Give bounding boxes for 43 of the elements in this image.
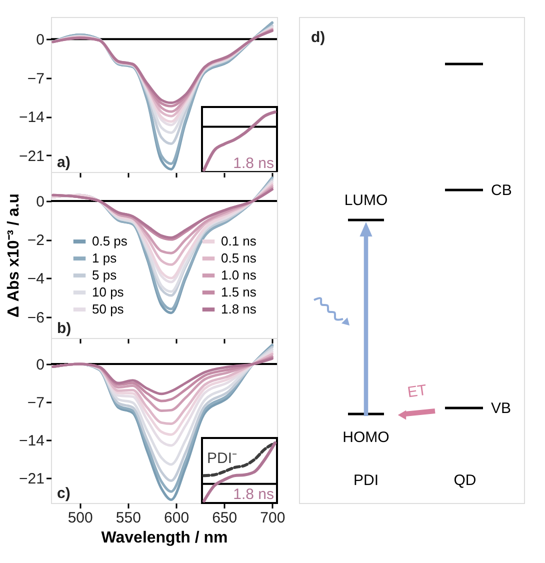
- legend-label: 1 ps: [92, 250, 118, 266]
- x-tick-label: 600: [164, 510, 190, 526]
- y-tick-label: −7: [27, 394, 44, 412]
- annotation: c): [57, 485, 70, 502]
- x-tick-label: 500: [68, 510, 93, 526]
- y-tick-label: −21: [19, 470, 44, 488]
- y-tick-label: 0: [36, 32, 44, 49]
- x-tick-label: 700: [260, 510, 286, 526]
- legend-label: 1.8 ns: [221, 302, 257, 316]
- series-label: 1.8 ns: [233, 486, 274, 503]
- y-tick-label: −4: [27, 270, 44, 288]
- y-tick-label: −14: [19, 109, 44, 126]
- text: QD: [454, 472, 476, 489]
- text: ET: [406, 382, 428, 402]
- y-tick-label: 0: [36, 356, 44, 374]
- legend-label: 0.5 ps: [92, 234, 128, 248]
- x-tick-label: 650: [212, 510, 238, 526]
- text: PDI: [353, 472, 379, 489]
- x-tick-label: 550: [116, 510, 141, 526]
- text: LUMO: [344, 192, 388, 209]
- y-tick-label: −14: [19, 432, 44, 450]
- text: VB: [491, 400, 512, 417]
- y-tick-label: −6: [27, 309, 44, 326]
- legend-label: 0.1 ns: [221, 234, 257, 248]
- y-tick-label: −7: [27, 70, 44, 88]
- annotation: b): [57, 320, 72, 337]
- legend-label: 50 ps: [92, 302, 124, 316]
- text: CB: [491, 182, 512, 199]
- y-tick-label: −2: [27, 232, 44, 250]
- legend-label: 10 ps: [92, 284, 124, 300]
- series-label: 1.8 ns: [233, 155, 274, 172]
- annotation: a): [57, 154, 70, 171]
- legend-label: 1.5 ns: [221, 284, 257, 300]
- y-axis-title: Δ Abs x10⁻³ / a.u: [5, 193, 22, 318]
- x-axis-title: Wavelength / nm: [101, 530, 228, 546]
- legend-label: 5 ps: [92, 268, 118, 282]
- text: d): [311, 29, 326, 46]
- y-tick-label: −21: [19, 148, 44, 165]
- y-tick-label: 0: [36, 193, 44, 210]
- legend-label: 1.0 ns: [221, 268, 257, 282]
- legend-label: 0.5 ns: [221, 250, 257, 266]
- series-label: PDI⁻: [207, 450, 238, 467]
- text: HOMO: [342, 429, 390, 446]
